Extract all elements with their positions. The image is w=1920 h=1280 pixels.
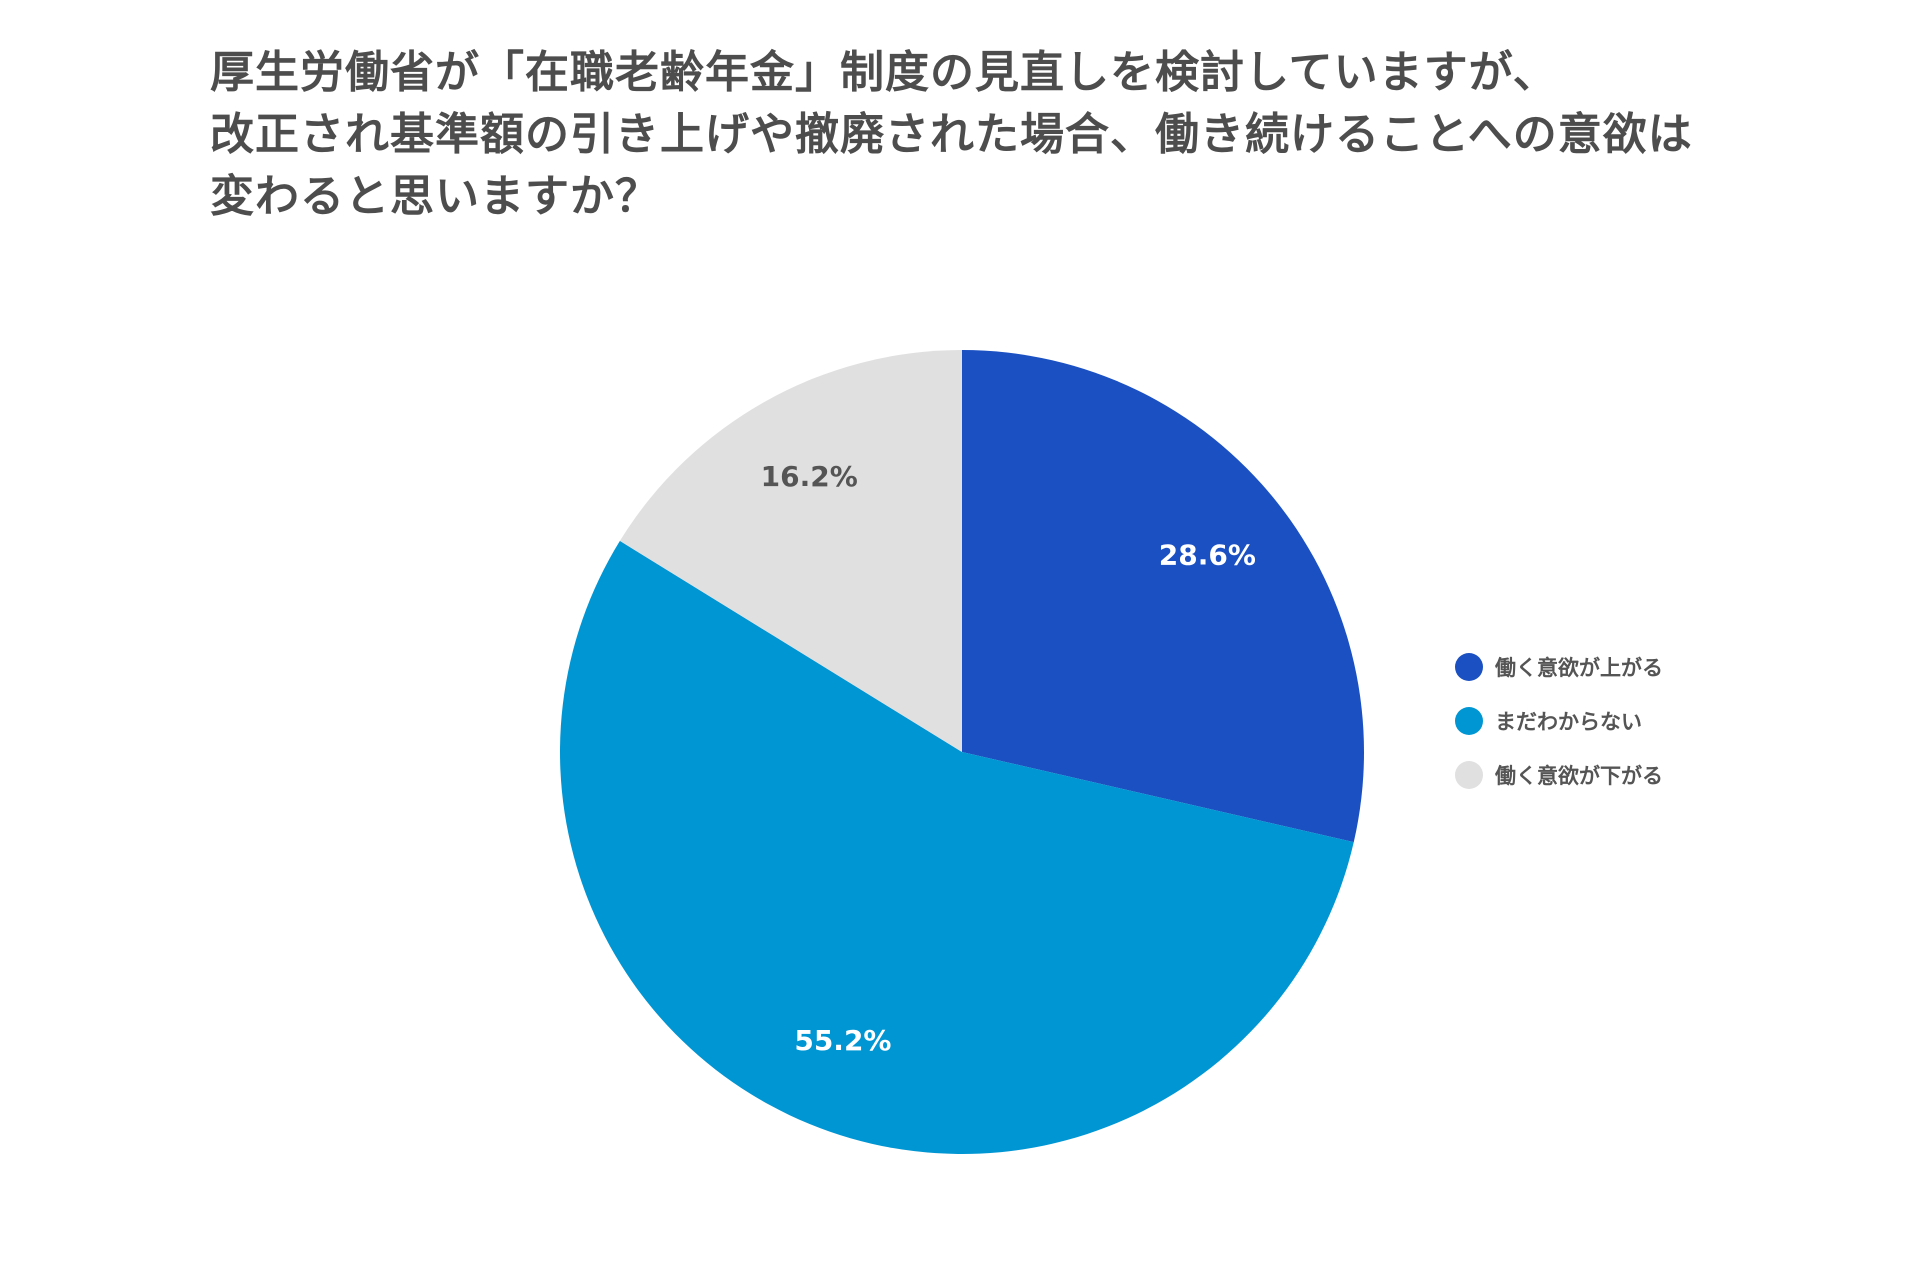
legend-label-up: 働く意欲が上がる [1495, 656, 1663, 680]
slice-up-label: 28.6% [1159, 539, 1256, 572]
slice-down[interactable] [619, 350, 962, 752]
slice-up[interactable] [962, 350, 1364, 843]
legend-swatch-unknown [1455, 707, 1483, 735]
legend-item-unknown[interactable]: まだわからない [1455, 694, 1663, 748]
chart-title-line-2: 改正され基準額の引き上げや撤廃された場合、働き続けることへの意欲は [210, 109, 1693, 160]
slice-unknown-label: 55.2% [794, 1024, 891, 1057]
chart-legend: 働く意欲が上がる まだわからない 働く意欲が下がる [1455, 640, 1663, 802]
chart-title: 厚生労働省が「在職老齢年金」制度の見直しを検討していますが、 改正され基準額の引… [210, 42, 1870, 228]
legend-item-up[interactable]: 働く意欲が上がる [1455, 640, 1663, 694]
chart-title-line-1: 厚生労働省が「在職老齢年金」制度の見直しを検討していますが、 [210, 47, 1558, 98]
legend-label-down: 働く意欲が下がる [1495, 764, 1663, 788]
slice-down-label: 16.2% [761, 460, 858, 493]
legend-swatch-up [1455, 653, 1483, 681]
legend-label-unknown: まだわからない [1495, 710, 1642, 734]
legend-swatch-down [1455, 761, 1483, 789]
legend-item-down[interactable]: 働く意欲が下がる [1455, 748, 1663, 802]
chart-title-line-3: 変わると思いますか？ [210, 171, 660, 222]
slice-unknown[interactable] [559, 540, 1354, 1155]
